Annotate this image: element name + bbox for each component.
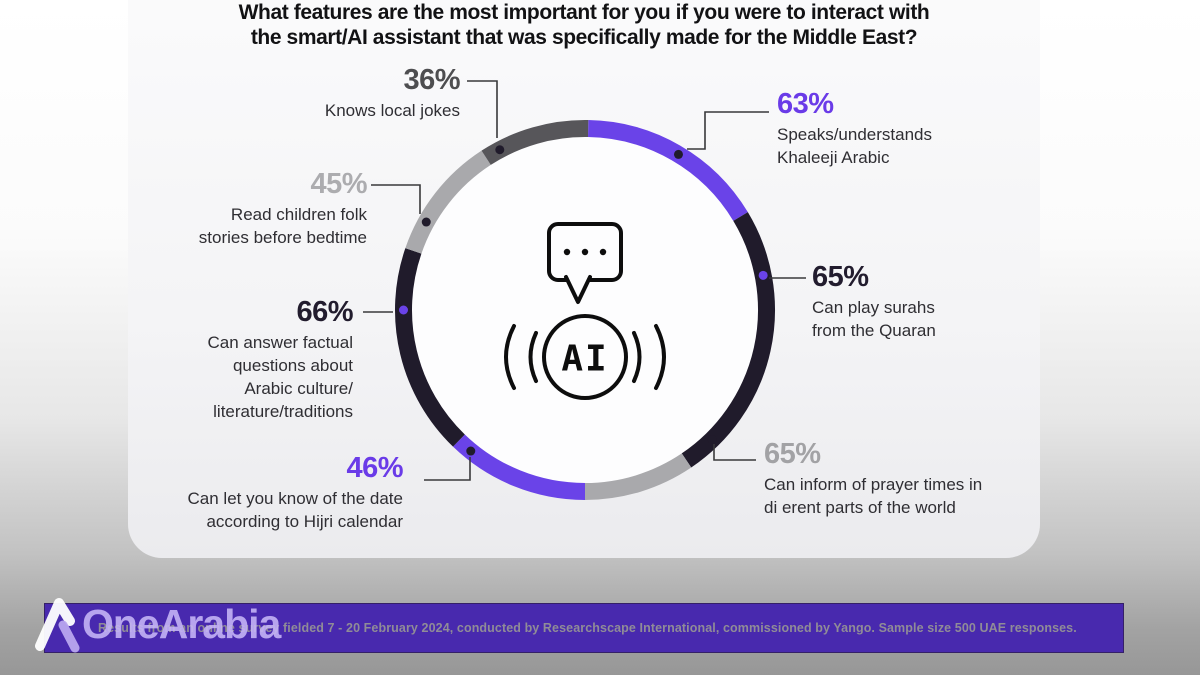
brand-wordmark: OneArabia — [82, 601, 281, 647]
callout-label: Knows local jokes — [324, 101, 460, 120]
callout-label: Can let you know of the date according t… — [187, 489, 403, 531]
callout-label: Speaks/understands Khaleeji Arabic — [777, 125, 932, 167]
source-bar: Results from an online survey fielded 7 … — [44, 603, 1124, 653]
callout-percent: 63% — [777, 88, 834, 120]
callout-percent: 65% — [764, 438, 821, 470]
source-text: Results from an online survey fielded 7 … — [98, 621, 1077, 635]
callout-hijri-calendar: 46% Can let you know of the date accordi… — [187, 452, 404, 533]
callout-folk-stories: 45% Read children folk stories before be… — [198, 168, 368, 249]
callout-prayer-times: 65% Can inform of prayer times in di ere… — [764, 438, 982, 519]
callout-knows-local-jokes: 36% Knows local jokes — [324, 64, 461, 122]
callout-percent: 36% — [403, 64, 460, 96]
callout-label: Can inform of prayer times in di erent p… — [764, 475, 983, 517]
callout-percent: 65% — [812, 261, 869, 293]
callout-arabic-culture: 66% Can answer factual questions about A… — [207, 296, 353, 423]
chart-title-line2: the smart/AI assistant that was specific… — [250, 26, 918, 49]
callout-percent: 46% — [346, 452, 403, 484]
callout-label: Can play surahs from the Quaran — [812, 298, 936, 340]
callout-play-surahs: 65% Can play surahs from the Quaran — [812, 261, 936, 342]
callout-percent: 45% — [310, 168, 367, 200]
chart-title: What features are the most important for… — [128, 0, 1040, 50]
callout-khaleeji-arabic: 63% Speaks/understands Khaleeji Arabic — [777, 88, 932, 169]
callout-label: Read children folk stories before bedtim… — [198, 205, 367, 247]
callout-percent: 66% — [296, 296, 353, 328]
callout-label: Can answer factual questions about Arabi… — [207, 333, 353, 421]
chart-title-line1: What features are the most important for… — [238, 1, 930, 24]
